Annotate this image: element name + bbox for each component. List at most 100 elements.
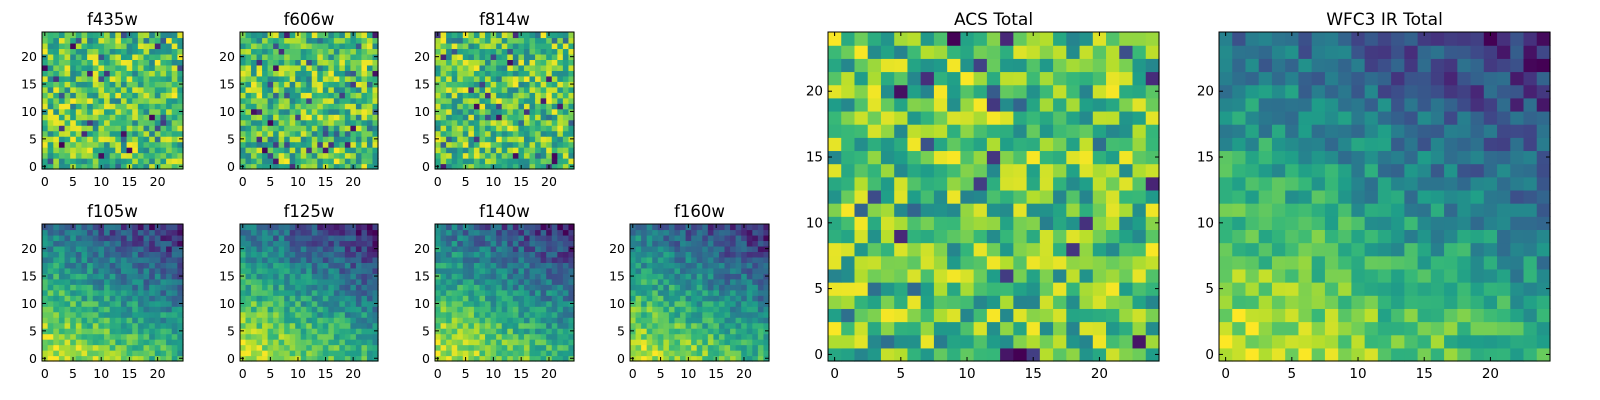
heatmap-cell	[485, 114, 492, 121]
heatmap-cell	[451, 119, 458, 126]
heatmap-cell	[490, 229, 497, 236]
heatmap-cell	[468, 224, 475, 231]
heatmap-cell	[58, 317, 66, 324]
heatmap-cell	[115, 289, 122, 296]
heatmap-cell	[507, 136, 514, 143]
heatmap-cell	[171, 75, 178, 82]
heatmap-cell	[300, 114, 307, 121]
heatmap-cell	[350, 152, 357, 159]
heatmap-cell	[300, 240, 307, 247]
heatmap-cell	[512, 339, 519, 346]
heatmap-cell	[267, 136, 274, 143]
y-tick-label: 5	[617, 323, 625, 338]
heatmap-cell	[507, 32, 514, 39]
heatmap-cell	[366, 295, 374, 302]
heatmap-cell	[457, 97, 464, 104]
heatmap-cell	[251, 141, 258, 148]
heatmap-cell	[149, 81, 156, 88]
heatmap-cell	[109, 322, 116, 329]
heatmap-cell	[289, 234, 296, 242]
heatmap-cell	[245, 339, 252, 346]
heatmap-cell	[446, 355, 453, 362]
heatmap-cell	[485, 284, 492, 291]
heatmap-cell	[551, 339, 558, 346]
heatmap-cell	[457, 350, 464, 357]
heatmap-cell	[339, 97, 346, 104]
heatmap-cell	[160, 141, 167, 148]
heatmap-cell	[115, 267, 122, 274]
heatmap-cell	[64, 64, 71, 71]
heatmap-cell	[267, 306, 274, 313]
heatmap-cell	[529, 251, 536, 258]
heatmap-cell	[137, 284, 145, 291]
heatmap-cell	[540, 224, 547, 231]
heatmap-cell	[75, 300, 83, 307]
heatmap-cell	[132, 119, 139, 126]
heatmap-cell	[278, 267, 285, 274]
heatmap-cell	[317, 70, 324, 77]
heatmap-cell	[523, 284, 531, 291]
heatmap-cell	[339, 53, 346, 60]
heatmap-cell	[47, 37, 54, 44]
heatmap-cell	[479, 278, 486, 285]
heatmap-cell	[741, 234, 748, 242]
heatmap-cell	[160, 306, 167, 313]
heatmap-cell	[440, 158, 447, 165]
heatmap-cell	[646, 262, 653, 269]
heatmap-cell	[518, 97, 525, 104]
heatmap-cell	[92, 289, 99, 296]
heatmap-cell	[372, 339, 379, 346]
heatmap-cell	[920, 282, 935, 296]
chart-title: f435w	[87, 10, 138, 29]
heatmap-cell	[635, 234, 642, 242]
heatmap-cell	[551, 224, 558, 231]
heatmap-cell	[451, 163, 458, 170]
heatmap-cell	[137, 75, 145, 82]
heatmap-cell	[696, 245, 703, 252]
heatmap-cell	[355, 234, 363, 242]
heatmap-cell	[317, 333, 324, 340]
heatmap-cell	[126, 295, 133, 302]
heatmap-cell	[361, 224, 368, 231]
x-tick-label: 10	[485, 174, 501, 189]
heatmap-cell	[1026, 203, 1041, 217]
heatmap-cell	[479, 92, 486, 99]
heatmap-cell	[70, 229, 77, 236]
heatmap-cell	[490, 273, 497, 280]
heatmap-cell	[535, 53, 542, 60]
heatmap-cell	[894, 203, 909, 217]
heatmap-cell	[646, 350, 653, 357]
heatmap-cell	[115, 262, 122, 269]
heatmap-cell	[763, 322, 770, 329]
heatmap-cell	[707, 262, 714, 269]
heatmap-cell	[284, 59, 291, 66]
heatmap-cell	[143, 229, 150, 236]
heatmap-cell	[149, 311, 156, 318]
heatmap-cell	[973, 150, 988, 165]
heatmap-cell	[284, 108, 291, 115]
heatmap-cell	[115, 355, 122, 362]
heatmap-cell	[120, 350, 128, 357]
heatmap-cell	[143, 224, 150, 231]
heatmap-cell	[854, 308, 869, 323]
heatmap-cell	[557, 42, 564, 50]
heatmap-cell	[1106, 255, 1120, 270]
heatmap-cell	[154, 328, 162, 335]
heatmap-cell	[473, 234, 481, 242]
heatmap-cell	[126, 141, 133, 148]
heatmap-cell	[1053, 242, 1067, 257]
heatmap-cell	[317, 322, 324, 329]
heatmap-cell	[1132, 176, 1147, 191]
heatmap-cell	[278, 32, 285, 39]
heatmap-cell	[64, 350, 71, 357]
heatmap-cell	[933, 308, 948, 323]
heatmap-cell	[674, 273, 681, 280]
heatmap-cell	[562, 251, 570, 258]
heatmap-cell	[311, 108, 318, 115]
heatmap-cell	[947, 321, 961, 336]
heatmap-cell	[126, 92, 133, 99]
heatmap-cell	[289, 163, 296, 170]
heatmap-cell	[562, 70, 570, 77]
heatmap-cell	[171, 70, 178, 77]
heatmap-cell	[518, 245, 525, 252]
